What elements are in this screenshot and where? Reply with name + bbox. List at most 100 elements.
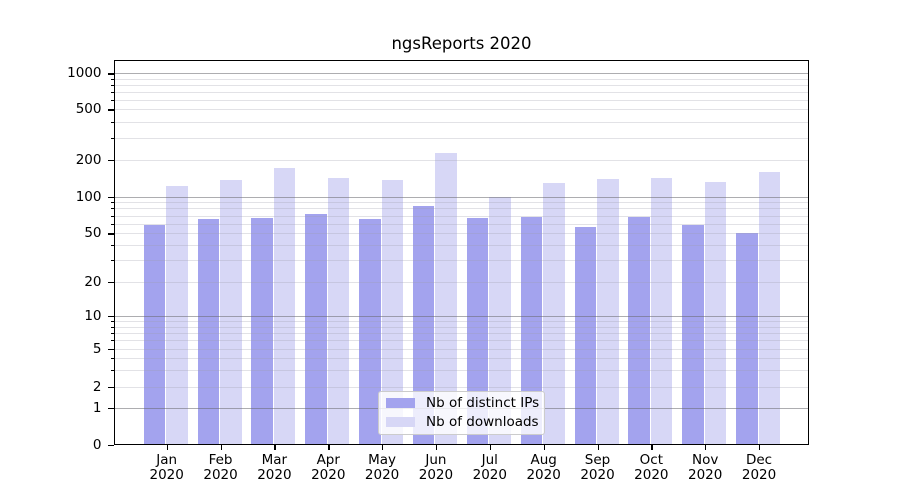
x-tick-mark-dec <box>759 445 761 450</box>
gridline-minor-6 <box>113 340 809 342</box>
x-tick-mark-nov <box>705 445 707 450</box>
y-tick-minor-70 <box>110 215 114 217</box>
x-tick-label-month: Feb <box>208 451 233 468</box>
y-tick-mark-1 <box>108 407 114 409</box>
x-tick-mark-aug <box>543 445 545 450</box>
x-tick-label-month: Nov <box>692 451 719 468</box>
bar-distinct-ips-nov <box>682 225 704 445</box>
y-tick-label-5: 5 <box>92 341 102 357</box>
x-tick-label-year: 2020 <box>741 467 777 483</box>
gridline-minor-400 <box>113 121 809 123</box>
x-tick-label-month: Oct <box>639 451 664 468</box>
gridline-major-1000 <box>113 73 809 75</box>
y-tick-label-1: 1 <box>92 399 102 416</box>
x-tick-mark-apr <box>328 445 330 450</box>
bar-distinct-ips-apr <box>305 214 327 445</box>
y-tick-label-50: 50 <box>84 225 102 242</box>
x-tick-label-month: Aug <box>530 451 557 468</box>
y-tick-mark-2 <box>108 386 114 388</box>
x-tick-mark-may <box>382 445 384 450</box>
gridline-minor-40 <box>113 245 809 247</box>
gridline-minor-90 <box>113 202 809 204</box>
x-tick-label-mar: Mar 2020 <box>244 451 304 484</box>
y-tick-minor-6 <box>110 340 114 342</box>
y-tick-minor-90 <box>110 202 114 204</box>
x-tick-label-year: 2020 <box>311 467 346 483</box>
bar-downloads-aug <box>543 182 565 445</box>
y-tick-minor-80 <box>110 208 114 210</box>
x-tick-label-jan: Jan 2020 <box>137 452 197 484</box>
plot-area-border <box>113 60 809 445</box>
bar-distinct-ips-jul <box>466 217 489 445</box>
x-tick-mark-oct <box>651 445 653 450</box>
legend-label-distinct-ips: Nb of distinct IPs <box>426 394 540 411</box>
bar-downloads-feb <box>220 180 242 445</box>
y-tick-minor-800 <box>110 84 114 86</box>
y-tick-mark-5 <box>108 349 114 351</box>
bar-distinct-ips-jun <box>412 205 435 445</box>
x-tick-mark-feb <box>220 445 222 450</box>
y-tick-minor-9 <box>110 321 114 323</box>
x-tick-mark-jun <box>435 445 438 450</box>
y-tick-mark-1000 <box>108 73 114 75</box>
legend-swatch-distinct-ips <box>386 398 415 408</box>
legend-item-distinct-ips: Nb of distinct IPs <box>386 394 544 413</box>
bar-distinct-ips-aug <box>520 217 543 445</box>
y-tick-label-0: 0 <box>92 437 102 453</box>
x-tick-label-dec: Dec 2020 <box>729 451 789 484</box>
gridline-minor-600 <box>113 99 809 101</box>
legend: Nb of distinct IPs Nb of downloads <box>378 390 545 435</box>
bar-downloads-sep <box>597 178 619 445</box>
y-tick-label-100: 100 <box>75 188 102 205</box>
y-tick-minor-7 <box>110 332 114 334</box>
gridline-major-100 <box>113 196 809 198</box>
y-tick-minor-30 <box>110 260 114 262</box>
x-tick-label-nov: Nov 2020 <box>675 451 735 484</box>
x-tick-label-jun: Jun 2020 <box>406 451 466 484</box>
x-tick-label-year: 2020 <box>149 467 184 483</box>
y-tick-mark-50 <box>108 233 114 235</box>
gridline-minor-900 <box>113 78 809 80</box>
x-tick-mark-jul <box>489 445 492 450</box>
y-tick-label-10: 10 <box>84 308 102 324</box>
legend-item-downloads: Nb of downloads <box>386 413 544 432</box>
gridline-minor-500 <box>113 109 809 111</box>
x-tick-label-sep: Sep 2020 <box>568 452 628 484</box>
legend-label-downloads: Nb of downloads <box>426 413 539 430</box>
gridline-minor-300 <box>113 137 809 139</box>
chart-title: ngsReports 2020 <box>391 34 532 53</box>
x-tick-label-year: 2020 <box>257 467 292 483</box>
x-tick-label-jul: Jul 2020 <box>460 451 520 484</box>
x-tick-label-year: 2020 <box>203 467 238 483</box>
x-tick-label-month: Apr <box>316 451 340 468</box>
bar-downloads-mar <box>273 167 296 445</box>
x-tick-label-month: Mar <box>261 451 288 468</box>
y-tick-minor-700 <box>110 91 114 93</box>
x-tick-label-month: Jun <box>425 451 447 468</box>
gridline-minor-20 <box>113 281 809 283</box>
x-tick-label-oct: Oct 2020 <box>621 451 681 484</box>
y-tick-mark-0 <box>108 445 114 447</box>
y-tick-label-500: 500 <box>75 101 102 118</box>
gridline-minor-50 <box>113 233 809 235</box>
x-tick-label-year: 2020 <box>688 467 723 483</box>
bar-downloads-jul <box>489 196 511 445</box>
gridline-minor-4 <box>113 358 809 360</box>
gridline-minor-200 <box>113 160 809 161</box>
x-tick-label-month: Jul <box>481 451 498 468</box>
gridline-minor-8 <box>113 326 809 328</box>
bar-distinct-ips-jan <box>143 224 166 445</box>
x-tick-label-month: Dec <box>745 451 773 468</box>
legend-swatch-downloads <box>386 417 415 427</box>
bar-downloads-may <box>381 180 404 445</box>
gridline-minor-800 <box>113 84 809 86</box>
bar-downloads-jan <box>166 186 188 445</box>
y-tick-mark-500 <box>108 109 114 111</box>
gridline-minor-700 <box>113 91 809 93</box>
y-tick-minor-600 <box>110 99 114 101</box>
gridline-minor-5 <box>113 349 809 350</box>
bar-distinct-ips-mar <box>251 217 273 445</box>
y-tick-mark-100 <box>108 196 114 198</box>
x-tick-label-aug: Aug 2020 <box>514 451 574 484</box>
